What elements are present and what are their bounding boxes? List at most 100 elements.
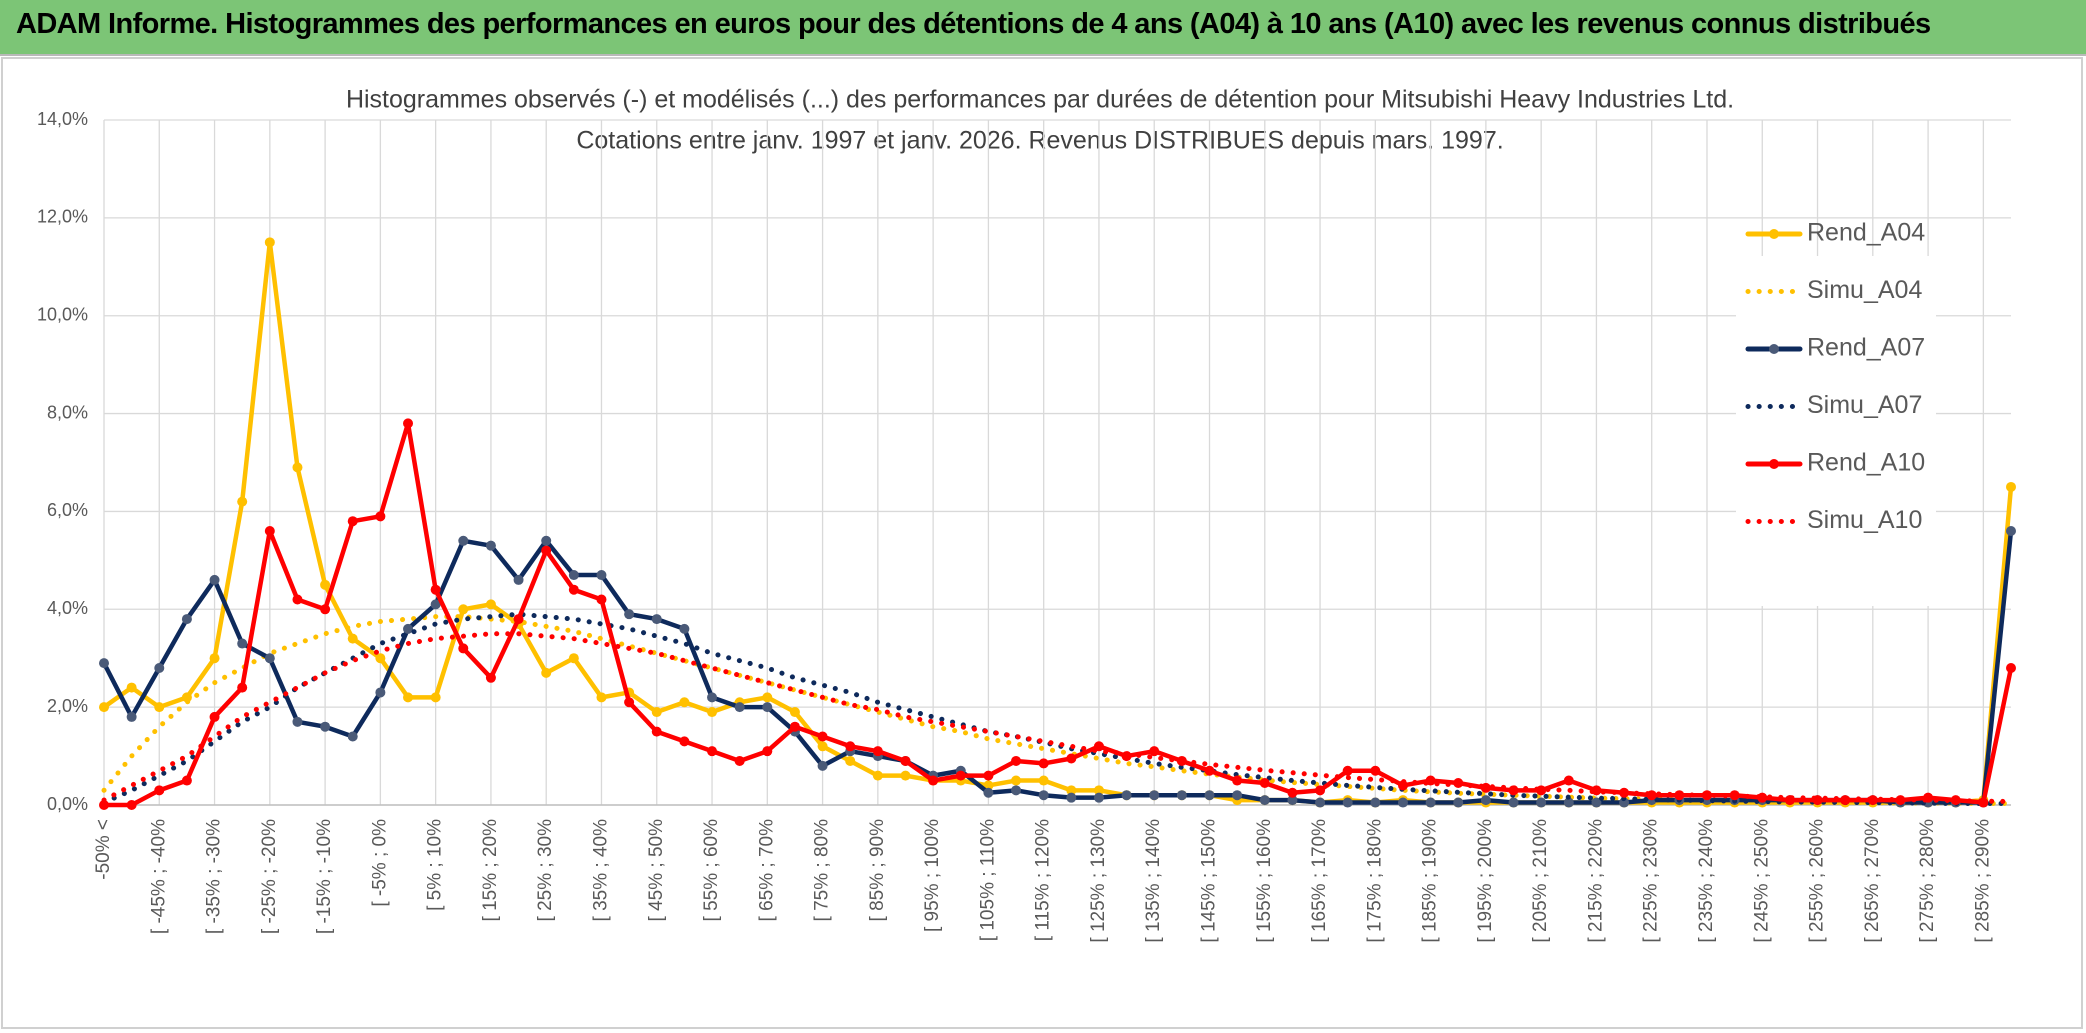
x-tick-label: [ 235% ; 240% xyxy=(1696,819,1717,943)
series-marker xyxy=(264,526,275,536)
series-marker xyxy=(458,604,469,615)
series-marker xyxy=(1149,746,1160,757)
series-marker xyxy=(126,682,137,693)
series-marker xyxy=(430,599,441,610)
series-marker xyxy=(596,692,607,703)
series-marker xyxy=(1232,775,1243,786)
series-marker xyxy=(1425,797,1436,808)
series-marker xyxy=(568,584,579,595)
x-tick-label: [ 25% ; 30% xyxy=(535,819,556,922)
x-tick-label: [ -25% ; -20% xyxy=(259,819,280,934)
x-tick-label: [ 285% ; 290% xyxy=(1972,819,1993,943)
y-tick-label: 14,0% xyxy=(37,109,88,129)
series-marker xyxy=(1066,792,1077,803)
series-marker xyxy=(541,535,552,546)
series-marker xyxy=(872,770,883,781)
series-marker xyxy=(126,711,137,722)
series-marker xyxy=(1011,785,1022,796)
series-marker xyxy=(347,731,358,742)
series-marker xyxy=(568,653,579,664)
banner: ADAM Informe. Histogrammes des performan… xyxy=(0,0,2086,56)
x-tick-label: [ 205% ; 210% xyxy=(1530,819,1551,943)
legend-box xyxy=(1736,256,1936,606)
series-marker xyxy=(209,653,220,664)
series-marker xyxy=(1342,797,1353,808)
y-tick-label: 2,0% xyxy=(47,696,88,716)
series-marker xyxy=(154,663,165,673)
series-marker xyxy=(1701,790,1712,801)
series-marker xyxy=(2006,481,2016,492)
x-tick-label: [ 185% ; 190% xyxy=(1420,819,1441,943)
x-tick-label: [ 115% ; 120% xyxy=(1033,819,1054,941)
x-tick-label: [ 5% ; 10% xyxy=(425,819,446,911)
series-marker xyxy=(651,726,662,737)
x-tick-label: [ 155% ; 160% xyxy=(1254,819,1275,943)
series-marker xyxy=(568,570,579,581)
series-marker xyxy=(1038,790,1049,801)
series-marker xyxy=(1011,755,1022,766)
series-marker xyxy=(485,540,496,551)
x-tick-label: [ -45% ; -40% xyxy=(148,819,169,934)
page-title: ADAM Informe. Histogrammes des performan… xyxy=(16,8,1931,40)
legend-marker xyxy=(1769,229,1779,239)
series-marker xyxy=(1066,753,1077,764)
series-marker xyxy=(375,653,386,664)
series-marker xyxy=(596,594,607,605)
series-marker xyxy=(541,545,552,556)
series-marker xyxy=(2006,663,2016,673)
series-marker xyxy=(1342,765,1353,776)
series-marker xyxy=(845,755,856,766)
chart-frame xyxy=(1,57,2083,1029)
series-marker xyxy=(1370,765,1381,776)
x-tick-label: [ 245% ; 250% xyxy=(1751,819,1772,943)
legend-marker xyxy=(1769,459,1779,469)
series-marker xyxy=(264,653,275,664)
series-marker xyxy=(955,770,966,781)
y-tick-label: 4,0% xyxy=(47,598,88,618)
series-marker xyxy=(485,599,496,610)
series-marker xyxy=(1204,790,1215,801)
x-tick-label: [ 165% ; 170% xyxy=(1309,819,1330,943)
series-marker xyxy=(541,667,552,678)
series-marker xyxy=(1591,797,1602,808)
series-marker xyxy=(707,707,718,718)
series-marker xyxy=(651,614,662,625)
series-line xyxy=(101,631,2014,805)
y-tick-label: 10,0% xyxy=(37,304,88,324)
x-tick-label: [ 45% ; 50% xyxy=(646,819,667,922)
series-marker xyxy=(1619,797,1630,808)
series-marker xyxy=(2006,526,2016,536)
y-tick-label: 6,0% xyxy=(47,500,88,520)
series-marker xyxy=(1563,797,1574,808)
series-marker xyxy=(1121,790,1132,801)
x-tick-label: [ 35% ; 40% xyxy=(590,819,611,922)
series-marker xyxy=(1232,790,1243,801)
series-marker xyxy=(375,511,386,522)
series-marker xyxy=(347,516,358,527)
series-marker xyxy=(513,614,524,625)
series-marker xyxy=(154,702,165,713)
series-marker xyxy=(734,702,745,713)
series-marker xyxy=(430,584,441,595)
series-marker xyxy=(237,682,248,693)
series-marker xyxy=(1093,792,1104,803)
series-marker xyxy=(430,692,441,703)
chart: Histogrammes observés (-) et modélisés (… xyxy=(1,57,2083,1029)
series-marker xyxy=(762,702,773,713)
series-marker xyxy=(458,535,469,546)
series-marker xyxy=(1259,777,1270,788)
series-marker xyxy=(1011,775,1022,786)
series-marker xyxy=(624,609,635,620)
x-tick-label: [ 125% ; 130% xyxy=(1088,819,1109,943)
x-tick-label: [ 225% ; 230% xyxy=(1641,819,1662,943)
series-marker xyxy=(679,697,690,708)
series-marker xyxy=(624,697,635,708)
series-marker xyxy=(1038,758,1049,769)
series-marker xyxy=(1093,785,1104,796)
series-marker xyxy=(762,746,773,757)
series-marker xyxy=(347,633,358,644)
x-tick-label: [ 55% ; 60% xyxy=(701,819,722,922)
series-marker xyxy=(1563,775,1574,786)
series-marker xyxy=(651,707,662,718)
series-marker xyxy=(320,721,331,732)
